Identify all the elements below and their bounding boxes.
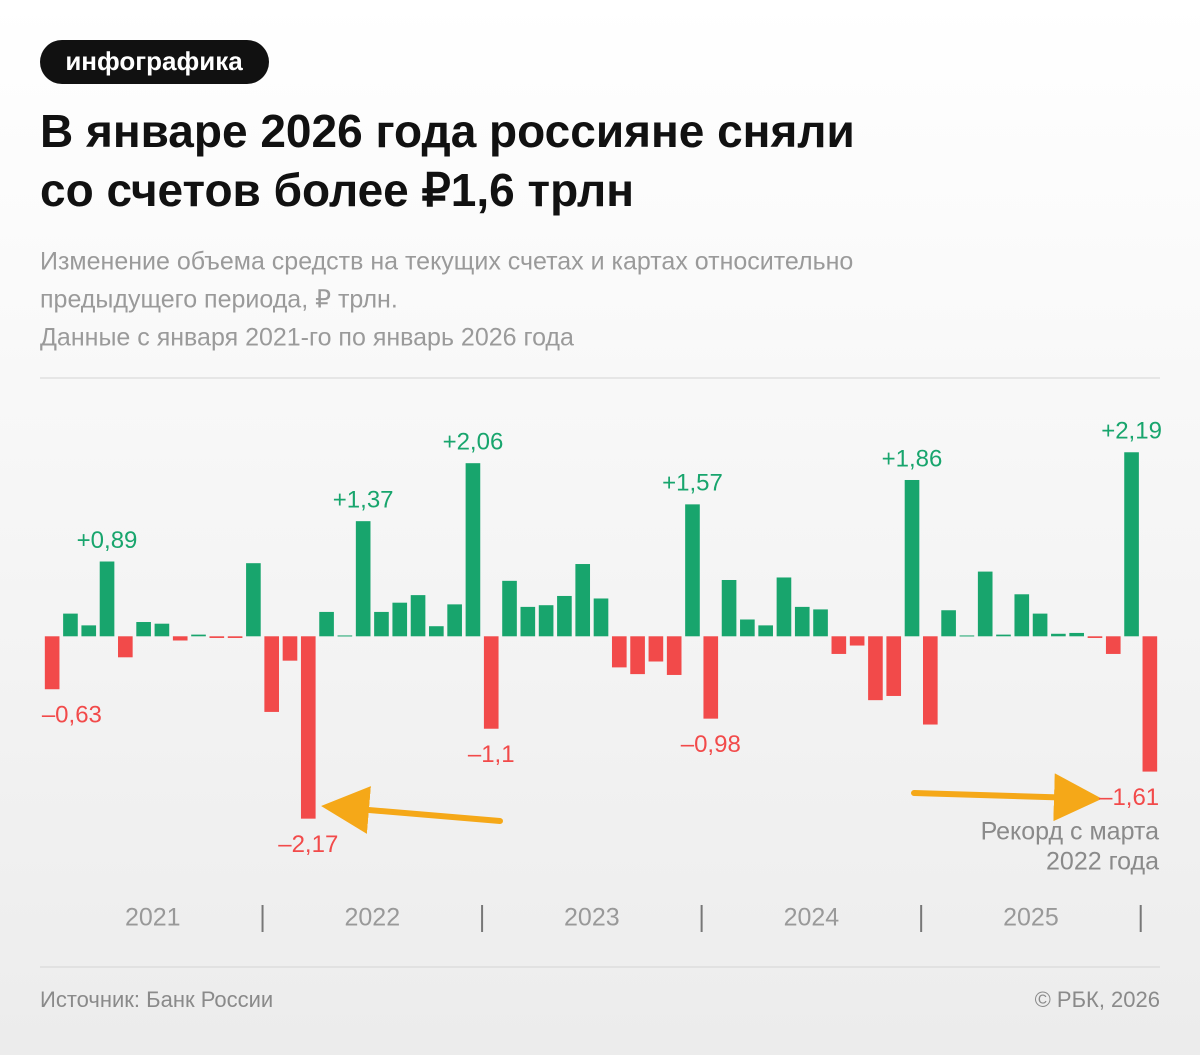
x-group-label: 2025 (1003, 904, 1059, 932)
bar (1032, 613, 1048, 637)
arrow (911, 773, 1102, 822)
bar (813, 609, 828, 637)
bar (922, 636, 938, 725)
bar (977, 571, 993, 637)
bar (429, 626, 444, 637)
bar (959, 635, 975, 637)
bar (703, 636, 719, 719)
bar (337, 635, 353, 637)
x-group-label: 2023 (564, 904, 620, 932)
bar (99, 561, 115, 637)
bar (996, 634, 1011, 637)
title: В январе 2026 года россияне сняли (40, 105, 855, 157)
bar (648, 636, 664, 662)
bar (886, 636, 902, 696)
bar (1014, 594, 1030, 637)
value-label: +1,86 (882, 445, 943, 472)
bar (502, 580, 517, 637)
bar (483, 636, 499, 729)
bar (1051, 633, 1066, 637)
bar (282, 636, 298, 661)
subtitle: Данные с января 2021-го по январь 2026 г… (40, 324, 574, 352)
x-group-label: 2024 (784, 904, 840, 932)
bar (1142, 636, 1158, 772)
bar (721, 579, 737, 637)
x-group-label: 2022 (344, 904, 400, 932)
value-label: +2,06 (443, 429, 504, 456)
value-label: –1,61 (1099, 784, 1159, 811)
bar (1087, 636, 1103, 638)
bar (227, 636, 243, 638)
bar (319, 611, 334, 637)
bar (520, 606, 536, 637)
value-label: +0,89 (77, 527, 138, 554)
bar (740, 619, 755, 637)
bar (794, 606, 810, 637)
x-group-label: 2021 (125, 904, 181, 932)
bar (465, 463, 481, 637)
bar (593, 598, 609, 637)
bar (410, 595, 426, 637)
bar (575, 564, 591, 637)
bar (758, 625, 773, 637)
copyright: © РБК, 2026 (1035, 987, 1160, 1012)
bar (374, 611, 389, 637)
subtitle: предыдущего периода, ₽ трлн. (40, 286, 398, 314)
bar (904, 479, 920, 637)
value-label: –2,17 (278, 831, 338, 858)
value-label: –0,63 (42, 702, 102, 729)
bar (191, 634, 206, 637)
bar (136, 622, 151, 637)
bar (611, 636, 627, 668)
value-label: +2,19 (1101, 418, 1162, 445)
bar (776, 577, 792, 637)
bar (685, 504, 700, 637)
bar (118, 636, 133, 658)
annotation: Рекорд с марта (981, 818, 1160, 846)
bar (154, 623, 170, 637)
bar (557, 595, 572, 637)
bar (831, 636, 847, 654)
bar (392, 602, 408, 637)
arrow (321, 786, 503, 834)
bar (666, 636, 682, 675)
bar (868, 636, 883, 701)
value-label: –0,98 (681, 731, 741, 758)
bar (538, 605, 554, 637)
annotation: 2022 года (1046, 848, 1159, 876)
bar (264, 636, 280, 712)
value-label: –1,1 (468, 741, 515, 768)
bar (447, 604, 462, 637)
bar (630, 636, 645, 675)
bar (81, 625, 97, 637)
bar (355, 521, 371, 637)
bar (1069, 632, 1084, 637)
bar (246, 563, 261, 637)
bar (63, 613, 78, 637)
bar (849, 636, 865, 646)
bar (1124, 452, 1139, 637)
title: со счетов более ₽1,6 трлн (40, 164, 634, 216)
bar (941, 610, 956, 637)
value-label: +1,57 (662, 470, 723, 497)
badge-bg (40, 40, 269, 84)
subtitle: Изменение объема средств на текущих счет… (40, 248, 853, 276)
value-label: +1,37 (333, 487, 394, 514)
bar (300, 636, 316, 819)
bar (172, 636, 188, 641)
badge: инфографика (65, 46, 243, 76)
source: Источник: Банк России (40, 987, 273, 1012)
bar (209, 636, 225, 638)
bar (1105, 636, 1121, 654)
bar (44, 636, 60, 690)
